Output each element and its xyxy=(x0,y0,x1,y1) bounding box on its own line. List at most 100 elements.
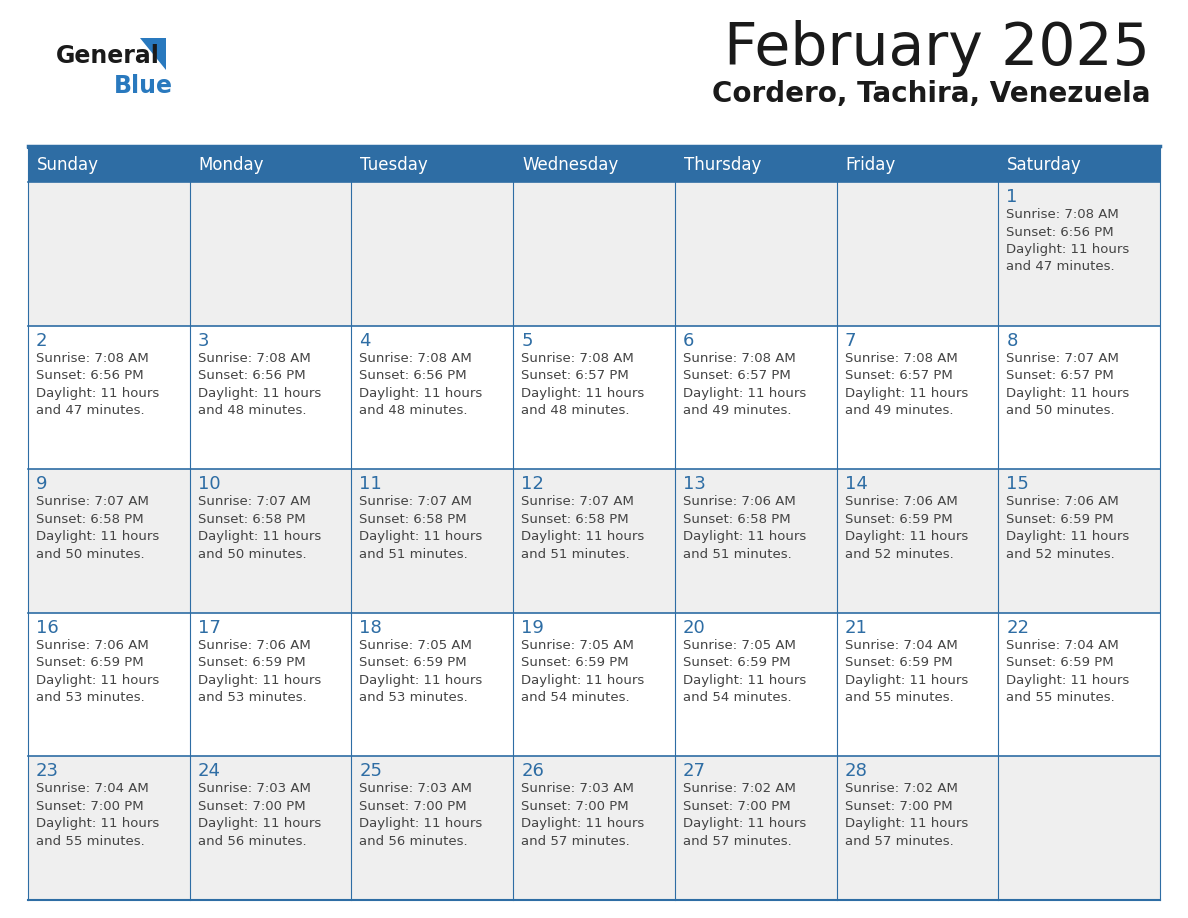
Bar xyxy=(513,469,675,613)
Text: 17: 17 xyxy=(197,619,221,637)
Text: Friday: Friday xyxy=(846,156,896,174)
Text: 16: 16 xyxy=(36,619,58,637)
Text: 14: 14 xyxy=(845,476,867,493)
Text: Sunrise: 7:07 AM
Sunset: 6:58 PM
Daylight: 11 hours
and 50 minutes.: Sunrise: 7:07 AM Sunset: 6:58 PM Dayligh… xyxy=(197,495,321,561)
Bar xyxy=(675,182,836,326)
Bar xyxy=(998,148,1159,182)
Text: Sunrise: 7:08 AM
Sunset: 6:56 PM
Daylight: 11 hours
and 48 minutes.: Sunrise: 7:08 AM Sunset: 6:56 PM Dayligh… xyxy=(360,352,482,417)
Text: Sunrise: 7:08 AM
Sunset: 6:57 PM
Daylight: 11 hours
and 49 minutes.: Sunrise: 7:08 AM Sunset: 6:57 PM Dayligh… xyxy=(683,352,807,417)
Text: Sunrise: 7:08 AM
Sunset: 6:57 PM
Daylight: 11 hours
and 48 minutes.: Sunrise: 7:08 AM Sunset: 6:57 PM Dayligh… xyxy=(522,352,644,417)
Bar xyxy=(675,756,836,900)
Text: Sunrise: 7:07 AM
Sunset: 6:58 PM
Daylight: 11 hours
and 51 minutes.: Sunrise: 7:07 AM Sunset: 6:58 PM Dayligh… xyxy=(360,495,482,561)
Text: 24: 24 xyxy=(197,763,221,780)
Text: 11: 11 xyxy=(360,476,383,493)
Bar xyxy=(998,326,1159,469)
Text: 10: 10 xyxy=(197,476,220,493)
Text: 27: 27 xyxy=(683,763,706,780)
Text: Sunrise: 7:06 AM
Sunset: 6:59 PM
Daylight: 11 hours
and 53 minutes.: Sunrise: 7:06 AM Sunset: 6:59 PM Dayligh… xyxy=(36,639,159,704)
Bar xyxy=(190,148,352,182)
Text: Sunrise: 7:03 AM
Sunset: 7:00 PM
Daylight: 11 hours
and 56 minutes.: Sunrise: 7:03 AM Sunset: 7:00 PM Dayligh… xyxy=(360,782,482,848)
Bar xyxy=(190,326,352,469)
Text: General: General xyxy=(56,44,160,68)
Text: 2: 2 xyxy=(36,331,48,350)
Bar xyxy=(29,613,190,756)
Bar xyxy=(513,326,675,469)
Text: 8: 8 xyxy=(1006,331,1018,350)
Text: Sunday: Sunday xyxy=(37,156,99,174)
Text: Monday: Monday xyxy=(198,156,264,174)
Bar xyxy=(675,148,836,182)
Text: Saturday: Saturday xyxy=(1007,156,1082,174)
Text: 19: 19 xyxy=(522,619,544,637)
Text: Sunrise: 7:04 AM
Sunset: 7:00 PM
Daylight: 11 hours
and 55 minutes.: Sunrise: 7:04 AM Sunset: 7:00 PM Dayligh… xyxy=(36,782,159,848)
Text: Thursday: Thursday xyxy=(684,156,762,174)
Text: Sunrise: 7:08 AM
Sunset: 6:56 PM
Daylight: 11 hours
and 47 minutes.: Sunrise: 7:08 AM Sunset: 6:56 PM Dayligh… xyxy=(36,352,159,417)
Bar xyxy=(675,469,836,613)
Bar xyxy=(998,613,1159,756)
Text: Blue: Blue xyxy=(114,74,173,98)
Text: 20: 20 xyxy=(683,619,706,637)
Text: 15: 15 xyxy=(1006,476,1029,493)
Text: Tuesday: Tuesday xyxy=(360,156,428,174)
Text: Sunrise: 7:06 AM
Sunset: 6:58 PM
Daylight: 11 hours
and 51 minutes.: Sunrise: 7:06 AM Sunset: 6:58 PM Dayligh… xyxy=(683,495,807,561)
Text: 23: 23 xyxy=(36,763,59,780)
Bar xyxy=(352,756,513,900)
Bar xyxy=(836,469,998,613)
Bar xyxy=(352,613,513,756)
Bar xyxy=(190,469,352,613)
Text: Sunrise: 7:05 AM
Sunset: 6:59 PM
Daylight: 11 hours
and 54 minutes.: Sunrise: 7:05 AM Sunset: 6:59 PM Dayligh… xyxy=(522,639,644,704)
Bar xyxy=(190,613,352,756)
Text: Sunrise: 7:04 AM
Sunset: 6:59 PM
Daylight: 11 hours
and 55 minutes.: Sunrise: 7:04 AM Sunset: 6:59 PM Dayligh… xyxy=(845,639,968,704)
Bar xyxy=(675,326,836,469)
Text: Sunrise: 7:08 AM
Sunset: 6:56 PM
Daylight: 11 hours
and 47 minutes.: Sunrise: 7:08 AM Sunset: 6:56 PM Dayligh… xyxy=(1006,208,1130,274)
Bar xyxy=(836,326,998,469)
Bar xyxy=(29,148,190,182)
Text: Sunrise: 7:03 AM
Sunset: 7:00 PM
Daylight: 11 hours
and 56 minutes.: Sunrise: 7:03 AM Sunset: 7:00 PM Dayligh… xyxy=(197,782,321,848)
Text: 5: 5 xyxy=(522,331,532,350)
Text: 26: 26 xyxy=(522,763,544,780)
Bar xyxy=(190,182,352,326)
Text: 18: 18 xyxy=(360,619,383,637)
Bar xyxy=(998,469,1159,613)
Bar xyxy=(675,613,836,756)
Text: Sunrise: 7:06 AM
Sunset: 6:59 PM
Daylight: 11 hours
and 53 minutes.: Sunrise: 7:06 AM Sunset: 6:59 PM Dayligh… xyxy=(197,639,321,704)
Text: Sunrise: 7:08 AM
Sunset: 6:57 PM
Daylight: 11 hours
and 49 minutes.: Sunrise: 7:08 AM Sunset: 6:57 PM Dayligh… xyxy=(845,352,968,417)
Text: Sunrise: 7:08 AM
Sunset: 6:56 PM
Daylight: 11 hours
and 48 minutes.: Sunrise: 7:08 AM Sunset: 6:56 PM Dayligh… xyxy=(197,352,321,417)
Text: Sunrise: 7:04 AM
Sunset: 6:59 PM
Daylight: 11 hours
and 55 minutes.: Sunrise: 7:04 AM Sunset: 6:59 PM Dayligh… xyxy=(1006,639,1130,704)
Text: 22: 22 xyxy=(1006,619,1029,637)
Text: 9: 9 xyxy=(36,476,48,493)
Text: 6: 6 xyxy=(683,331,694,350)
Text: 13: 13 xyxy=(683,476,706,493)
Bar xyxy=(998,182,1159,326)
Bar xyxy=(352,469,513,613)
Text: 12: 12 xyxy=(522,476,544,493)
Text: Sunrise: 7:05 AM
Sunset: 6:59 PM
Daylight: 11 hours
and 53 minutes.: Sunrise: 7:05 AM Sunset: 6:59 PM Dayligh… xyxy=(360,639,482,704)
Bar xyxy=(513,756,675,900)
Text: 25: 25 xyxy=(360,763,383,780)
Bar xyxy=(513,148,675,182)
Text: 28: 28 xyxy=(845,763,867,780)
Bar xyxy=(513,182,675,326)
Text: 1: 1 xyxy=(1006,188,1018,206)
Text: Sunrise: 7:06 AM
Sunset: 6:59 PM
Daylight: 11 hours
and 52 minutes.: Sunrise: 7:06 AM Sunset: 6:59 PM Dayligh… xyxy=(1006,495,1130,561)
Text: 7: 7 xyxy=(845,331,857,350)
Bar xyxy=(29,756,190,900)
Bar xyxy=(190,756,352,900)
Text: Sunrise: 7:07 AM
Sunset: 6:57 PM
Daylight: 11 hours
and 50 minutes.: Sunrise: 7:07 AM Sunset: 6:57 PM Dayligh… xyxy=(1006,352,1130,417)
Text: Sunrise: 7:03 AM
Sunset: 7:00 PM
Daylight: 11 hours
and 57 minutes.: Sunrise: 7:03 AM Sunset: 7:00 PM Dayligh… xyxy=(522,782,644,848)
Bar xyxy=(836,148,998,182)
Text: Sunrise: 7:02 AM
Sunset: 7:00 PM
Daylight: 11 hours
and 57 minutes.: Sunrise: 7:02 AM Sunset: 7:00 PM Dayligh… xyxy=(845,782,968,848)
Text: Sunrise: 7:07 AM
Sunset: 6:58 PM
Daylight: 11 hours
and 50 minutes.: Sunrise: 7:07 AM Sunset: 6:58 PM Dayligh… xyxy=(36,495,159,561)
Bar xyxy=(836,182,998,326)
Text: Sunrise: 7:07 AM
Sunset: 6:58 PM
Daylight: 11 hours
and 51 minutes.: Sunrise: 7:07 AM Sunset: 6:58 PM Dayligh… xyxy=(522,495,644,561)
Text: Sunrise: 7:06 AM
Sunset: 6:59 PM
Daylight: 11 hours
and 52 minutes.: Sunrise: 7:06 AM Sunset: 6:59 PM Dayligh… xyxy=(845,495,968,561)
Polygon shape xyxy=(140,38,166,70)
Bar xyxy=(29,469,190,613)
Text: 3: 3 xyxy=(197,331,209,350)
Bar xyxy=(29,326,190,469)
Bar xyxy=(836,613,998,756)
Text: Sunrise: 7:02 AM
Sunset: 7:00 PM
Daylight: 11 hours
and 57 minutes.: Sunrise: 7:02 AM Sunset: 7:00 PM Dayligh… xyxy=(683,782,807,848)
Text: 4: 4 xyxy=(360,331,371,350)
Bar xyxy=(836,756,998,900)
Text: Sunrise: 7:05 AM
Sunset: 6:59 PM
Daylight: 11 hours
and 54 minutes.: Sunrise: 7:05 AM Sunset: 6:59 PM Dayligh… xyxy=(683,639,807,704)
